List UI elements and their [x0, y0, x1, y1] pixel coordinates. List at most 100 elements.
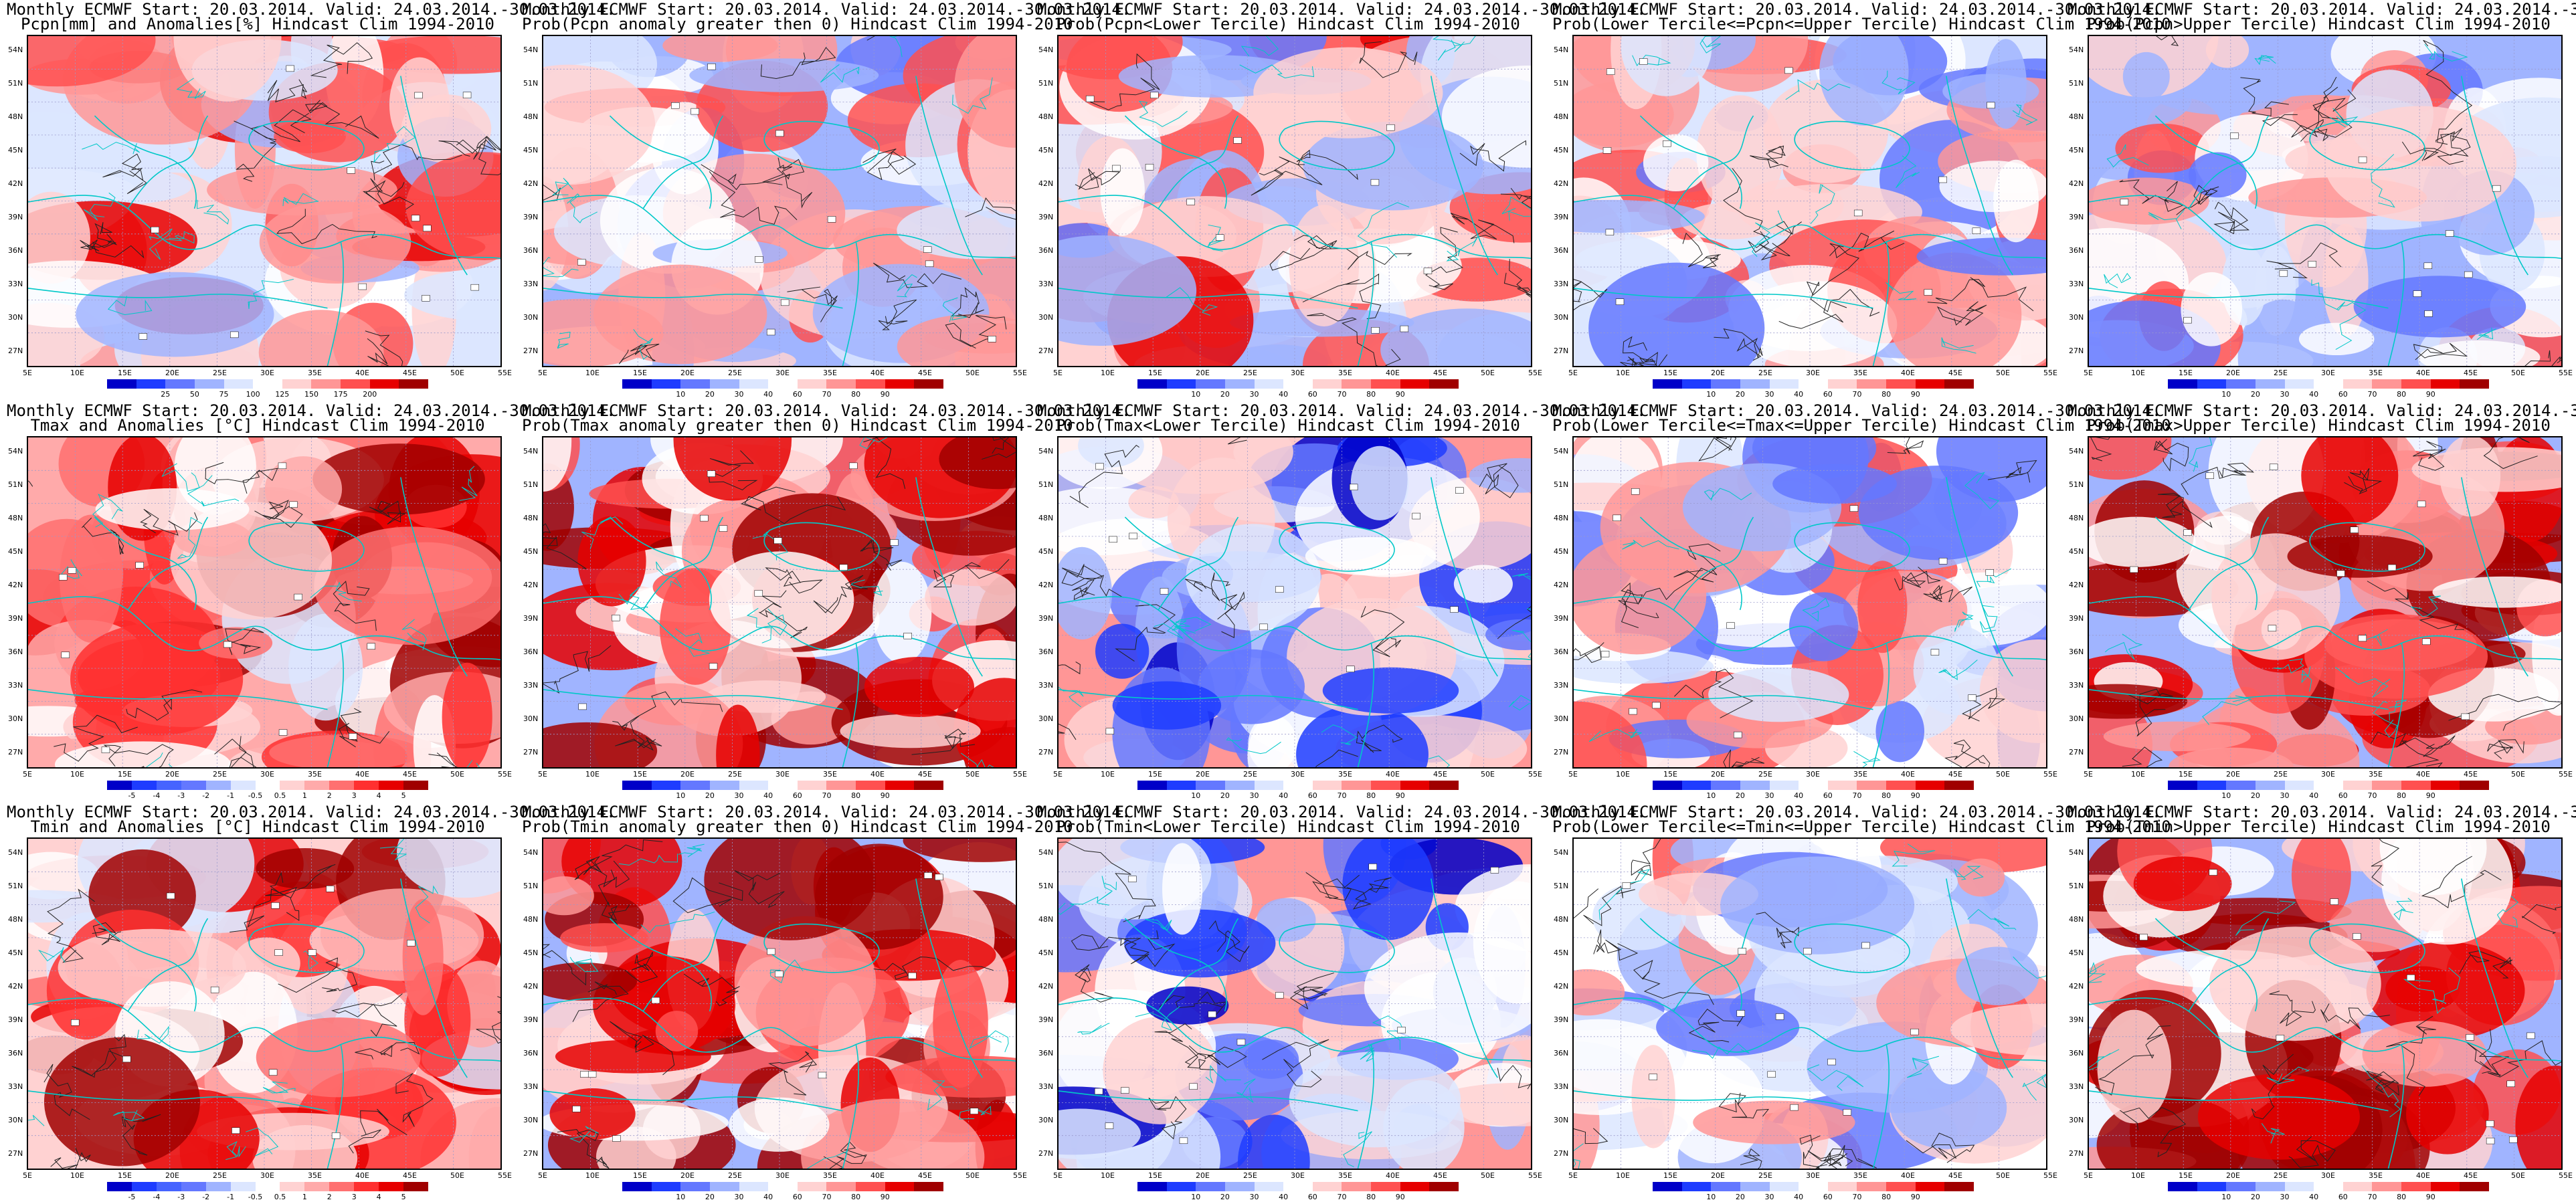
colorbar-tick-label: 40 [2309, 791, 2319, 800]
colorbar-swatch [1915, 379, 1945, 389]
lon-label: 55E [1528, 369, 1542, 377]
colorbar-tick-label: 70 [1337, 1193, 1347, 1201]
lon-label: 35E [308, 770, 322, 779]
colorbar-swatch [1799, 1182, 1828, 1191]
lat-label: 36N [523, 647, 539, 656]
map-panel-p13: Monthly ECMWF Start: 20.03.2014. Valid: … [1037, 0, 1646, 401]
colorbar-tick-label: 30 [734, 390, 744, 399]
lat-label: 30N [523, 313, 539, 322]
colorbar-swatch [403, 1182, 428, 1191]
colorbar-swatch [651, 1182, 681, 1191]
lon-label: 50E [1996, 1171, 2010, 1180]
colorbar-swatch [2430, 379, 2460, 389]
colorbar-tick-label: 90 [2425, 791, 2435, 800]
colorbar-tick-label: 125 [275, 390, 290, 399]
colorbar-swatch [1429, 781, 1459, 790]
lon-label: 25E [213, 369, 227, 377]
colorbar-swatch [230, 1182, 256, 1191]
lat-label: 39N [523, 614, 539, 623]
lat-label: 48N [2069, 112, 2084, 121]
colorbar [1137, 1182, 1459, 1191]
lat-label: 51N [1554, 480, 1569, 489]
map-canvas [542, 436, 1017, 769]
colorbar-swatch [1400, 1182, 1430, 1191]
panel-title-line2: Prob(Lower Tercile<=Tmin<=Upper Tercile)… [1552, 817, 2171, 836]
lon-label: 5E [1053, 770, 1063, 779]
colorbar-swatch [768, 379, 798, 389]
lat-label: 54N [2069, 848, 2084, 857]
colorbar-tick-label: -5 [128, 791, 136, 800]
lat-label: 51N [1038, 79, 1054, 88]
lat-label: 27N [523, 748, 539, 757]
lon-label: 20E [165, 369, 179, 377]
map-canvas [1572, 35, 2047, 367]
lat-label: 48N [2069, 514, 2084, 522]
lon-label: 15E [1663, 770, 1677, 779]
lon-label: 45E [1948, 770, 1962, 779]
colorbar-tick-label: 70 [822, 390, 832, 399]
lat-label: 33N [1038, 681, 1054, 690]
colorbar-swatch [1196, 379, 1225, 389]
map-canvas [27, 837, 502, 1170]
lat-label: 36N [523, 246, 539, 255]
colorbar-swatch [2284, 1182, 2314, 1191]
panel-title-line2: Pcpn[mm] and Anomalies[%] Hindcast Clim … [20, 15, 494, 33]
colorbar-swatch [2168, 1182, 2197, 1191]
colorbar-swatch [2197, 379, 2227, 389]
colorbar-swatch [205, 781, 231, 790]
lon-label: 40E [355, 1171, 369, 1180]
colorbar-tick-label: 20 [705, 791, 715, 800]
lat-label: 27N [8, 1149, 23, 1158]
lon-label: 40E [870, 369, 885, 377]
lon-label: 55E [1013, 1171, 1027, 1180]
lon-label: 55E [2043, 770, 2057, 779]
panel-title-line1: Monthly ECMWF Start: 20.03.2014. Valid: … [1037, 401, 1647, 420]
colorbar-tick-label: 40 [1279, 1193, 1289, 1201]
lat-label: 51N [1554, 79, 1569, 88]
lat-label: 36N [8, 246, 23, 255]
lon-label: 5E [2084, 369, 2093, 377]
lon-label: 25E [1243, 1171, 1257, 1180]
lat-label: 30N [8, 313, 23, 322]
lat-label: 39N [2069, 614, 2084, 623]
colorbar-tick-label: 20 [1735, 1193, 1745, 1201]
map-panel-p32: Monthly ECMWF Start: 20.03.2014. Valid: … [522, 803, 1131, 1204]
colorbar-swatch [680, 781, 710, 790]
lat-label: 42N [1038, 179, 1054, 188]
panel-title-line2: Prob(Pcpn<Lower Tercile) Hindcast Clim 1… [1056, 15, 1520, 33]
colorbar-swatch [2168, 379, 2197, 389]
colorbar-swatch [2284, 781, 2314, 790]
map-canvas [1572, 837, 2047, 1170]
lat-label: 33N [2069, 280, 2084, 288]
lat-label: 36N [8, 1049, 23, 1058]
lon-label: 30E [775, 1171, 790, 1180]
lon-label: 10E [2131, 1171, 2145, 1180]
colorbar-swatch [181, 1182, 206, 1191]
lat-label: 30N [2069, 714, 2084, 723]
colorbar-tick-label: 30 [1764, 791, 1774, 800]
lat-label: 54N [1554, 447, 1569, 456]
lat-label: 33N [523, 280, 539, 288]
map-canvas [27, 35, 502, 367]
lat-label: 45N [2069, 948, 2084, 957]
colorbar-swatch [2460, 781, 2490, 790]
lon-label: 20E [2226, 369, 2240, 377]
panel-title-line2: Tmax and Anomalies [°C] Hindcast Clim 19… [30, 416, 485, 435]
lon-label: 10E [1616, 1171, 1630, 1180]
lat-label: 36N [1038, 647, 1054, 656]
colorbar-ticks: 10 20 30 40 60 70 80 90 [622, 1193, 943, 1202]
colorbar-tick-label: 5 [401, 791, 406, 800]
colorbar [1137, 379, 1459, 389]
lon-label: 35E [1853, 369, 1867, 377]
lon-label: 30E [260, 369, 274, 377]
lon-label: 20E [680, 369, 695, 377]
colorbar-tick-label: 40 [2309, 390, 2319, 399]
map-canvas [1057, 35, 1532, 367]
lat-label: 27N [1554, 1149, 1569, 1158]
colorbar-tick-label: 70 [1337, 390, 1347, 399]
colorbar-swatch [379, 1182, 404, 1191]
lon-label: 45E [2464, 770, 2478, 779]
colorbar-swatch [2255, 379, 2285, 389]
lon-label: 15E [2179, 770, 2193, 779]
lat-label: 42N [523, 982, 539, 991]
